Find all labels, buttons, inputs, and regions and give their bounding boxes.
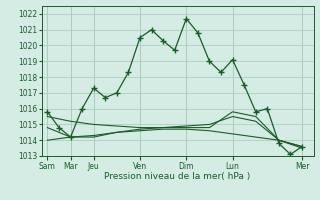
X-axis label: Pression niveau de la mer( hPa ): Pression niveau de la mer( hPa ) xyxy=(104,172,251,181)
